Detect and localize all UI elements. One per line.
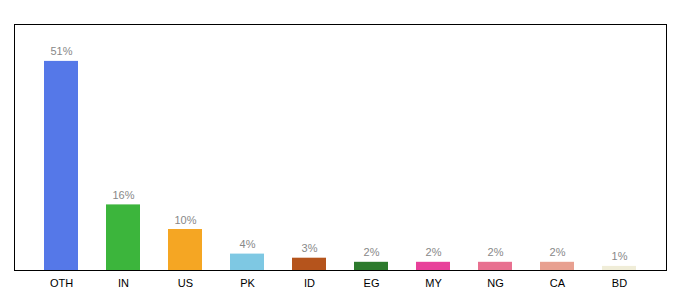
- svg-text:2%: 2%: [550, 246, 566, 258]
- svg-text:PK: PK: [240, 277, 255, 289]
- svg-text:MY: MY: [425, 277, 442, 289]
- svg-text:OTH: OTH: [50, 277, 73, 289]
- svg-text:CA: CA: [550, 277, 566, 289]
- svg-text:EG: EG: [364, 277, 380, 289]
- svg-text:2%: 2%: [364, 246, 380, 258]
- svg-text:BD: BD: [612, 277, 627, 289]
- svg-text:IN: IN: [118, 277, 129, 289]
- svg-text:16%: 16%: [112, 189, 134, 201]
- svg-text:4%: 4%: [240, 238, 256, 250]
- svg-text:2%: 2%: [488, 246, 504, 258]
- svg-text:US: US: [178, 277, 193, 289]
- svg-text:1%: 1%: [612, 250, 628, 262]
- svg-text:3%: 3%: [302, 242, 318, 254]
- svg-text:51%: 51%: [50, 45, 72, 57]
- svg-text:NG: NG: [487, 277, 504, 289]
- svg-text:ID: ID: [304, 277, 315, 289]
- svg-text:10%: 10%: [174, 214, 196, 226]
- svg-text:2%: 2%: [426, 246, 442, 258]
